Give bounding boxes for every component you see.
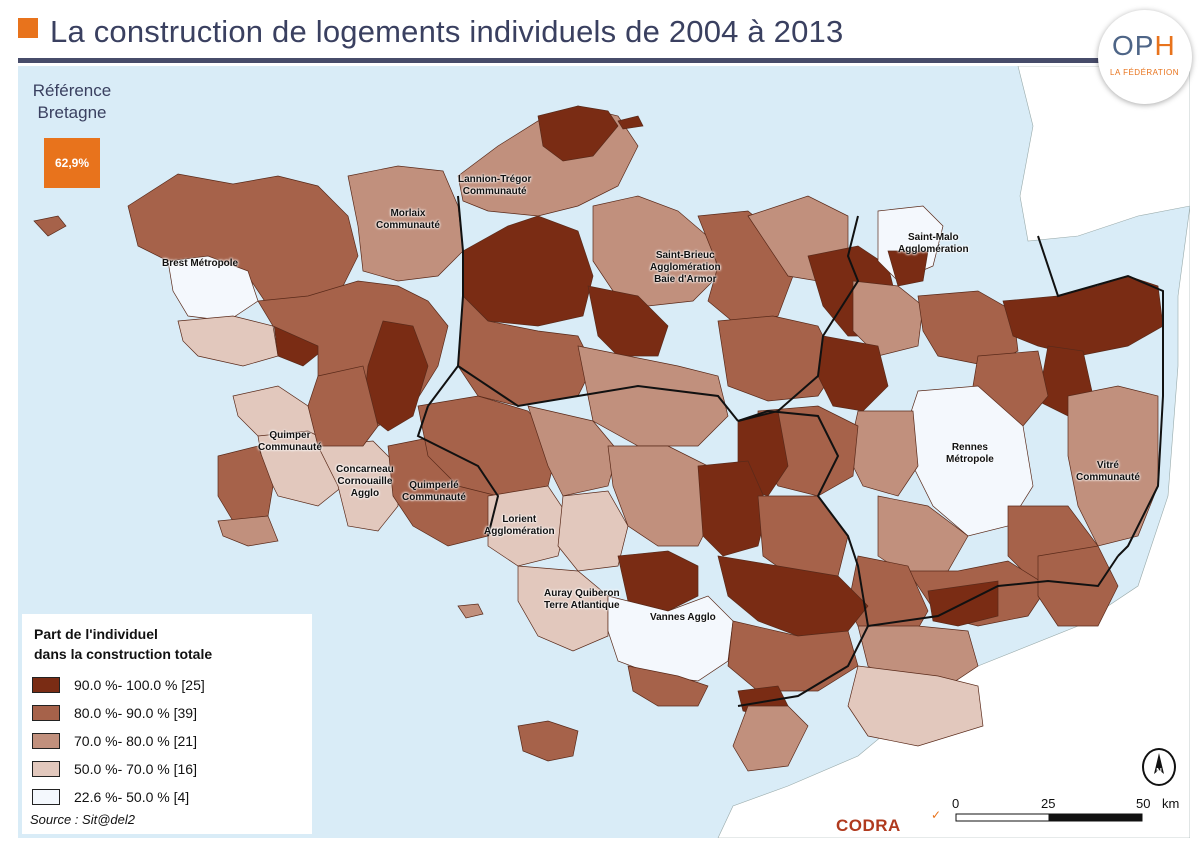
label-lannion: Lannion-Trégor Communauté [458, 174, 532, 197]
zone-hennebont [557, 490, 629, 572]
scale-tick-0: 0 [952, 796, 960, 811]
scale-tick-50: 50 [1136, 796, 1151, 811]
legend-item: 90.0 %- 100.0 % [25] [32, 676, 205, 694]
zone-carhaix [362, 320, 429, 432]
zone-la-baule [732, 705, 809, 772]
boundary-ille-east [1037, 235, 1164, 557]
island-groix [457, 603, 484, 619]
legend-item: 22.6 %- 50.0 % [4] [32, 788, 189, 806]
label-auray: Auray Quiberon Terre Atlantique [544, 588, 620, 611]
brittany-communities [33, 105, 1164, 772]
page-title: La construction de logements individuels… [50, 14, 844, 49]
scale-unit: km [1162, 796, 1180, 811]
label-brest: Brest Métropole [162, 258, 239, 269]
boundary-morbihan-loire [737, 625, 869, 707]
label-quimperle: Quimperlé Communauté [402, 480, 466, 503]
legend-title: Part de l'individuel dans la constructio… [34, 626, 213, 662]
zone-morlaix [347, 165, 464, 282]
zone-vannes [607, 595, 734, 682]
zone-saintbrieuc [592, 195, 719, 307]
zone-lorient [487, 485, 569, 567]
legend-item: 70.0 %- 80.0 % [21] [32, 732, 197, 750]
label-quimper: Quimper Communauté [258, 430, 322, 453]
reference-value-badge: 62,9% [44, 138, 100, 188]
zone-chateauneuf [307, 365, 379, 447]
island-ouessant [33, 215, 67, 237]
zone-ploermel-south [697, 460, 769, 557]
zone-sarzeau [627, 665, 709, 707]
label-rennes: Rennes Métropole [946, 442, 994, 465]
map-legend: Part de l'individuel dans la constructio… [22, 614, 312, 834]
legend-swatch [32, 677, 60, 693]
island-belle-ile [517, 720, 579, 762]
scale-tick-25: 25 [1041, 796, 1056, 811]
source-note: Source : Sit@del2 [30, 812, 135, 827]
reference-label: Référence Bretagne [32, 81, 112, 122]
north-label: N [1156, 767, 1162, 776]
label-vannes: Vannes Agglo [650, 612, 716, 623]
boundary-finistere-cotesarmor [427, 195, 464, 407]
zone-pont-abbe [217, 515, 279, 547]
department-boundaries [416, 195, 1164, 707]
choropleth-map [18, 66, 1190, 838]
zone-muzillac [727, 620, 859, 692]
zone-dol [887, 250, 929, 287]
boundary-finistere-morbihan [416, 405, 500, 537]
island-batz [617, 115, 644, 130]
label-saint-brieuc: Saint-Brieuc Agglomération Baie d'Armor [650, 250, 721, 285]
zone-brest [167, 255, 259, 322]
legend-item: 50.0 %- 70.0 % [16] [32, 760, 197, 778]
label-vitre: Vitré Communauté [1076, 460, 1140, 483]
zone-auray [517, 565, 609, 652]
zone-vitre [1067, 385, 1159, 547]
legend-swatch [32, 761, 60, 777]
north-arrow-icon: N [1142, 748, 1176, 786]
legend-item: 80.0 %- 90.0 % [39] [32, 704, 197, 722]
legend-swatch [32, 789, 60, 805]
zone-quintin [587, 285, 669, 357]
title-marker [18, 18, 38, 38]
zone-guerche [1037, 545, 1119, 627]
zone-baud [527, 405, 619, 497]
oph-logo: OPH LA FÉDÉRATION [1098, 10, 1192, 104]
boundary-ille-morbihan [737, 409, 869, 627]
header: La construction de logements individuels… [0, 0, 1200, 64]
codra-mark-icon: ✓ [931, 808, 942, 822]
zone-paimpol [537, 105, 619, 162]
label-concarneau: Concarneau Cornouaille Agglo [336, 464, 394, 499]
zone-loudeac [577, 345, 729, 447]
land-normandy [1017, 66, 1190, 242]
boundary-cotesarmor-morbihan [457, 365, 739, 422]
title-rule [18, 58, 1190, 63]
label-morlaix: Morlaix Communauté [376, 208, 440, 231]
legend-swatch [32, 733, 60, 749]
codra-logo: CODRA [836, 816, 901, 835]
legend-swatch [32, 705, 60, 721]
label-saint-malo: Saint-Malo Agglomération [898, 232, 969, 255]
zone-combourg [852, 280, 924, 357]
zone-locmine [607, 445, 719, 547]
label-lorient: Lorient Agglomération [484, 514, 555, 537]
zone-crozon [177, 315, 279, 367]
scale-bar [955, 813, 1143, 822]
zone-concarneau [317, 440, 399, 532]
zone-chateaubriant [847, 665, 984, 747]
boundary-ille-loire [867, 555, 1119, 627]
